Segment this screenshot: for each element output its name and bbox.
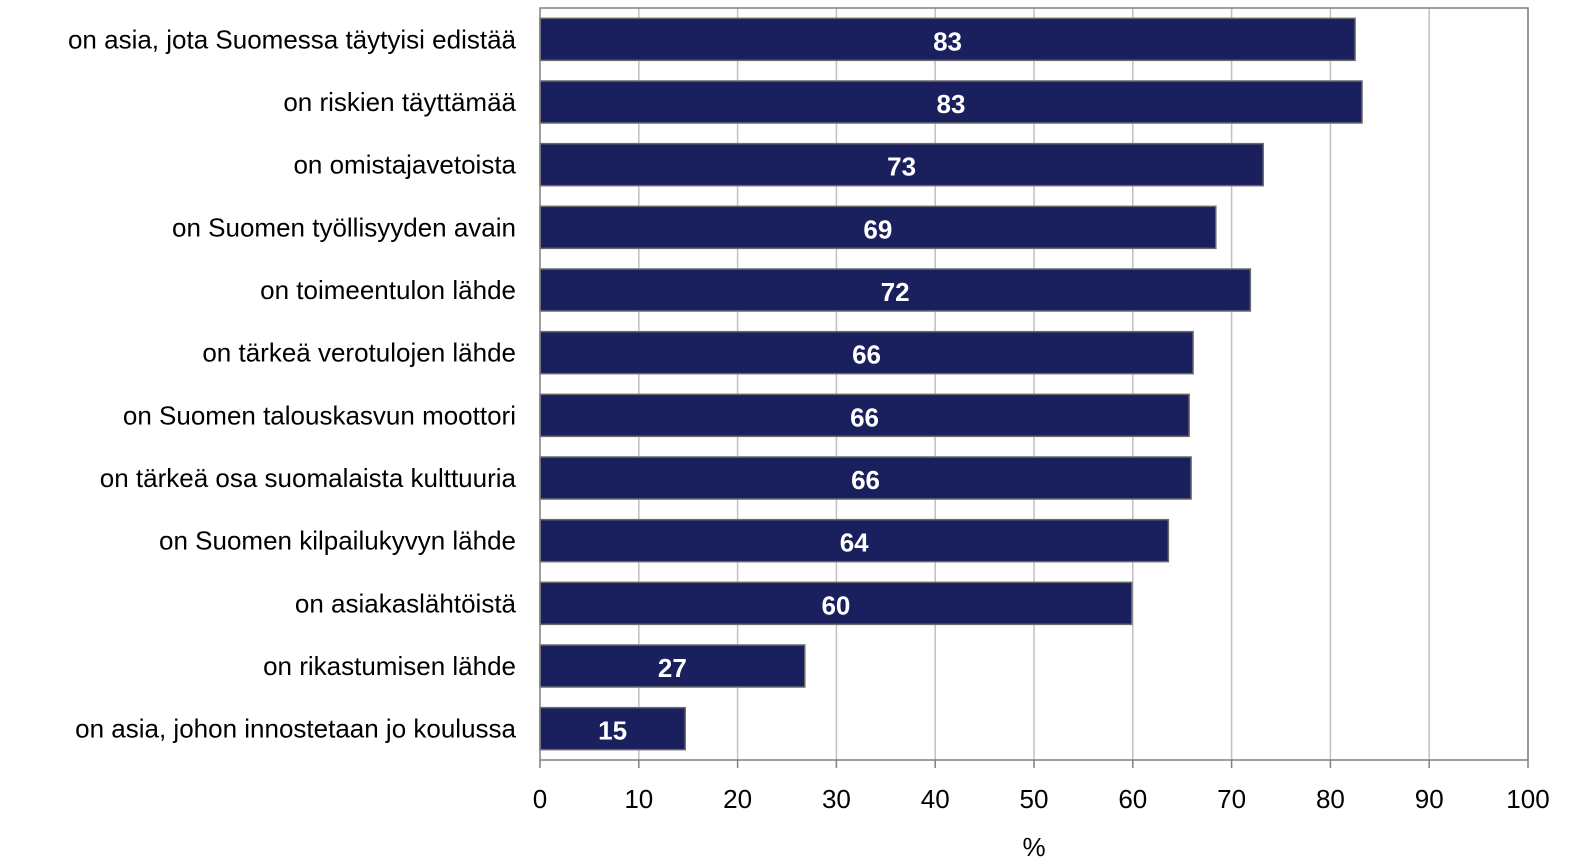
bar	[539, 706, 686, 751]
data-label: 66	[850, 402, 879, 432]
category-label: on Suomen työllisyyden avain	[172, 212, 516, 242]
data-label: 83	[933, 26, 962, 56]
category-label: on Suomen talouskasvun moottori	[123, 400, 516, 430]
category-label: on Suomen kilpailukyvyn lähde	[159, 526, 516, 556]
bar	[539, 518, 1170, 563]
data-label: 69	[863, 214, 892, 244]
x-tick-label: 50	[1020, 784, 1049, 814]
x-tick-label: 80	[1316, 784, 1345, 814]
x-axis-title: %	[1022, 832, 1045, 862]
category-label: on tärkeä verotulojen lähde	[202, 338, 516, 368]
x-tick-label: 90	[1415, 784, 1444, 814]
data-label: 15	[598, 716, 627, 746]
bar	[539, 17, 1356, 62]
data-label: 72	[881, 277, 910, 307]
bar	[539, 393, 1190, 438]
data-label: 27	[658, 653, 687, 683]
plot-area-border	[539, 7, 1529, 761]
category-label: on asia, johon innostetaan jo koulussa	[75, 714, 516, 744]
category-labels: on asia, jota Suomessa täytyisi edistää o…	[68, 24, 517, 743]
category-label: on asiakaslähtöistä	[295, 588, 517, 618]
data-label: 60	[821, 590, 850, 620]
x-tick-label: 30	[822, 784, 851, 814]
axes	[539, 7, 1529, 768]
data-label: 66	[851, 465, 880, 495]
bars	[539, 17, 1363, 751]
bar	[539, 456, 1192, 500]
category-label: on tärkeä osa suomalaista kulttuuria	[100, 463, 517, 493]
category-label: on riskien täyttämää	[283, 87, 516, 117]
x-tick-label: 40	[921, 784, 950, 814]
category-label: on omistajavetoista	[293, 150, 516, 180]
category-label: on rikastumisen lähde	[263, 651, 516, 681]
bar	[539, 644, 806, 688]
x-tick-label: 0	[533, 784, 547, 814]
data-label: 64	[840, 528, 869, 558]
data-label: 66	[852, 340, 881, 370]
category-label: on asia, jota Suomessa täytyisi edistää	[68, 24, 517, 54]
x-tick-label: 70	[1217, 784, 1246, 814]
bar	[539, 581, 1133, 626]
x-tick-label: 10	[624, 784, 653, 814]
x-tick-label: 100	[1506, 784, 1549, 814]
x-tick-label: 60	[1118, 784, 1147, 814]
x-tick-label: 20	[723, 784, 752, 814]
category-label: on toimeentulon lähde	[260, 275, 516, 305]
data-label: 73	[887, 152, 916, 182]
x-tick-labels: 0 10 20 30 40 50 60 70 80 90 100	[533, 784, 1550, 814]
data-labels: 83 83 73 69 72 66 66 66 64 60 27 15	[598, 26, 965, 745]
data-label: 83	[937, 89, 966, 119]
